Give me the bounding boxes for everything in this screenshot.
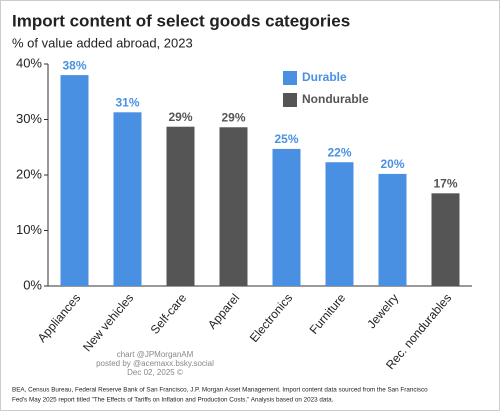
legend-label: Durable <box>302 70 347 84</box>
value-label: 29% <box>168 110 192 124</box>
value-label: 38% <box>62 58 86 72</box>
watermark: chart @JPMorganAM <box>117 350 194 359</box>
watermark: Dec 02, 2025 © <box>127 368 183 377</box>
chart-title: Import content of select goods categorie… <box>12 11 350 30</box>
y-tick-label: 10% <box>16 222 42 237</box>
value-label: 22% <box>327 145 351 159</box>
source-note: Fed's May 2025 report titled "The Effect… <box>12 397 334 404</box>
bar <box>60 75 89 286</box>
bar <box>431 193 460 286</box>
value-label: 20% <box>380 157 404 171</box>
value-label: 29% <box>221 110 245 124</box>
chart-subtitle: % of value added abroad, 2023 <box>12 35 193 50</box>
watermark: posted by @acemaxx.bsky.social <box>96 359 214 368</box>
legend-swatch <box>283 93 297 107</box>
bar <box>325 162 354 286</box>
bar <box>378 173 407 286</box>
bar <box>113 112 142 286</box>
y-tick-label: 0% <box>23 277 42 292</box>
y-tick-label: 20% <box>16 166 42 181</box>
source-note: BEA, Census Bureau, Federal Reserve Bank… <box>12 387 428 394</box>
value-label: 17% <box>433 176 457 190</box>
bar <box>219 127 248 287</box>
value-label: 25% <box>274 132 298 146</box>
bar <box>166 126 195 286</box>
y-tick-label: 30% <box>16 111 42 126</box>
y-tick-label: 40% <box>16 55 42 70</box>
value-label: 31% <box>115 95 139 109</box>
legend-swatch <box>283 71 297 85</box>
legend-label: Nondurable <box>302 92 369 106</box>
bar <box>272 148 301 286</box>
